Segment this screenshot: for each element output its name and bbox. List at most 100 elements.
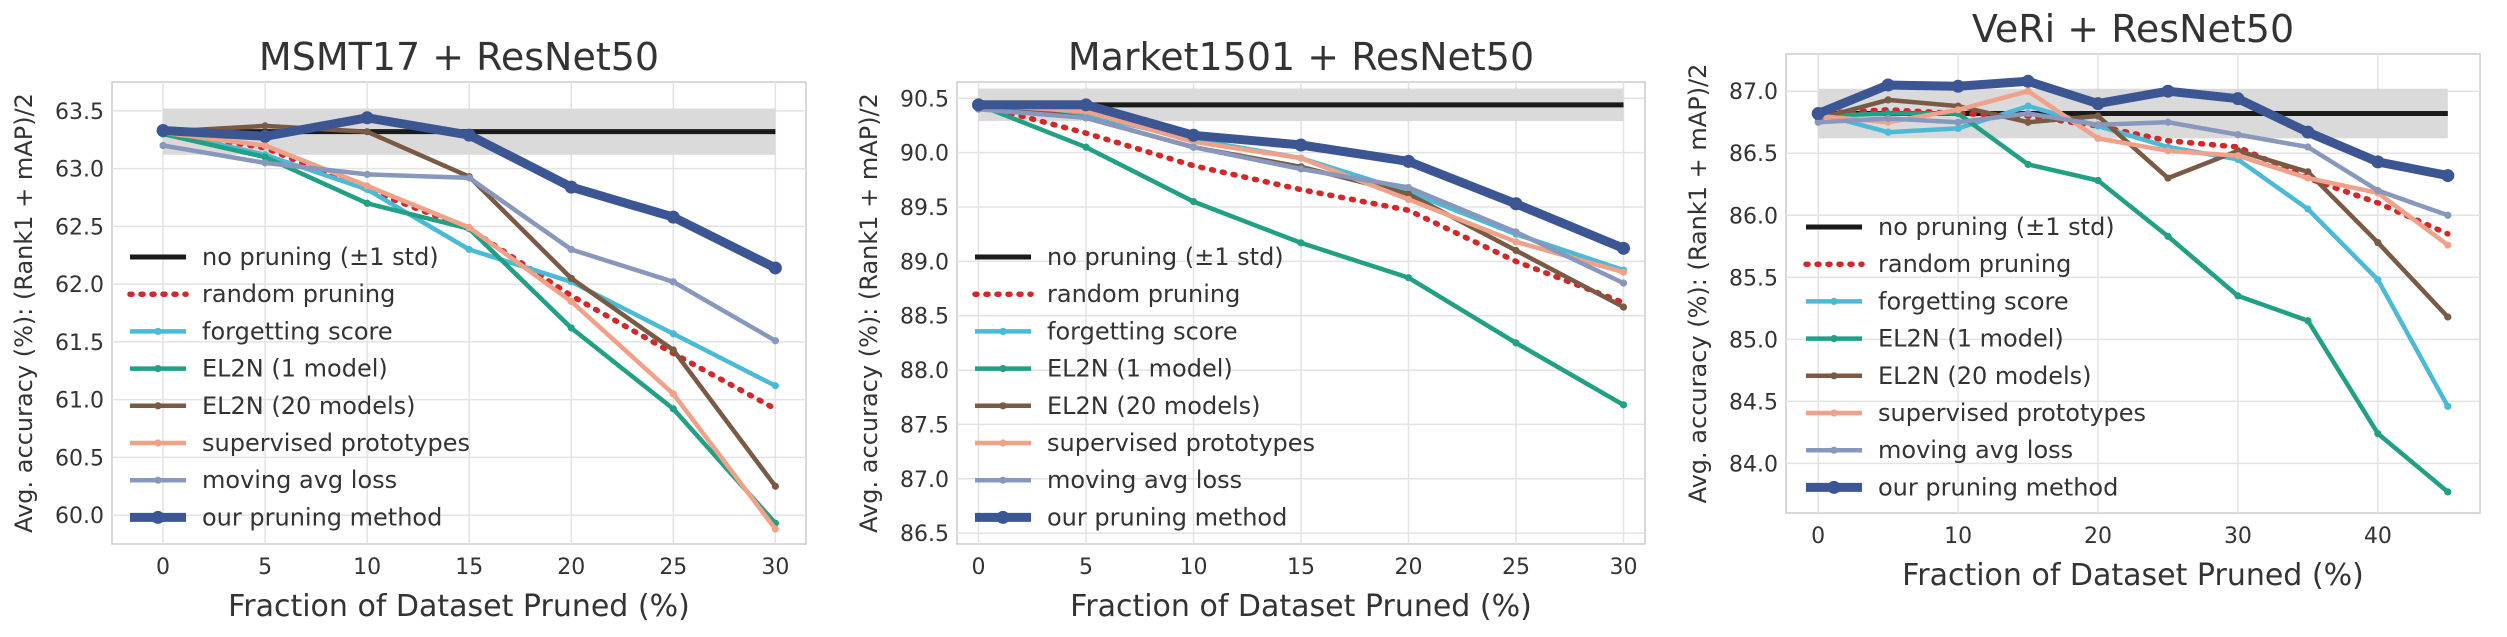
data-point-ours [972,98,985,112]
x-tick-label: 25 [1502,555,1530,580]
legend-item-no_pruning: no pruning (±1 std) [130,243,439,271]
x-tick-label: 20 [557,555,585,580]
data-point-prototypes [1297,154,1305,162]
y-tick-label: 61.5 [55,331,104,356]
x-tick-label: 15 [1287,555,1315,580]
legend-label: EL2N (20 models) [202,392,416,420]
legend-label: no pruning (±1 std) [1047,243,1284,271]
data-point-el2n20 [261,122,269,130]
data-point-ours [1402,154,1415,168]
data-point-prototypes [567,297,575,306]
data-point-prototypes [1954,106,1962,114]
data-point-ours [360,111,374,125]
data-point-el2n1 [2024,160,2032,169]
legend-label: no pruning (±1 std) [1878,213,2115,241]
data-point-avgloss [363,170,371,178]
y-tick-label: 89.0 [900,250,949,275]
y-axis-label: Avg. accuracy (%): (Rank1 + mAP)/2 [10,93,38,533]
data-point-el2n1 [2444,488,2452,496]
legend-item-el2n20: EL2N (20 models) [975,392,1261,420]
series-line-prototypes [1818,88,2450,247]
legend-marker [999,365,1007,373]
y-tick-label: 90.0 [900,142,949,167]
y-axis-label: Avg. accuracy (%): (Rank1 + mAP)/2 [1684,64,1712,504]
data-point-avgloss [2374,186,2382,195]
x-tick-label: 10 [1944,524,1972,549]
data-point-el2n1 [2304,317,2312,325]
legend-label: random pruning [202,280,395,308]
data-point-avgloss [1082,114,1090,122]
y-tick-label: 86.0 [1729,204,1778,229]
data-point-avgloss [1884,114,1892,123]
data-point-avgloss [1512,228,1520,236]
data-point-el2n1 [2164,232,2172,240]
y-tick-label: 86.5 [1729,142,1778,167]
legend-marker [154,476,162,484]
data-point-forgetting [669,330,677,338]
x-axis-label: Fraction of Dataset Pruned (%) [228,589,690,624]
x-tick-label: 10 [1180,555,1208,580]
data-point-prototypes [1404,195,1413,204]
data-point-prototypes [1512,238,1520,246]
legend-marker [1830,372,1838,380]
data-point-avgloss [669,278,677,286]
data-point-el2n20 [1404,190,1413,198]
y-tick-label: 85.0 [1729,328,1778,353]
y-axis-label: Avg. accuracy (%): (Rank1 + mAP)/2 [855,93,883,533]
legend-item-ours: our pruning method [975,503,1287,531]
legend-label: EL2N (1 model) [1878,325,2064,353]
legend: no pruning (±1 std) random pruning forgett… [972,243,1315,531]
y-tick-label: 63.5 [55,100,104,125]
data-point-avgloss [1297,165,1305,173]
x-tick-label: 25 [659,555,687,580]
legend-item-random: random pruning [127,280,395,308]
data-point-el2n1 [261,153,269,161]
y-tick-label: 61.0 [55,389,104,414]
y-tick-label: 62.0 [55,273,104,298]
data-point-forgetting [2024,102,2032,110]
legend-item-prototypes: supervised prototypes [975,429,1315,457]
y-tick-label: 86.5 [900,522,949,547]
data-point-avgloss [261,159,269,167]
data-point-el2n1 [363,199,371,207]
legend-item-avgloss: moving avg loss [1806,436,2073,464]
series-line-random [1815,107,2451,237]
legend: no pruning (±1 std) random pruning forgett… [1803,213,2146,501]
data-point-el2n1 [567,324,575,332]
y-tick-label: 87.5 [900,413,949,438]
x-axis-label: Fraction of Dataset Pruned (%) [1902,558,2364,593]
legend-label: supervised prototypes [1878,399,2146,427]
series-line-el2n20 [1817,97,2450,319]
chart-panel-1: 0 5 10 15 20 25 30 60.0 60.5 61.0 61.5 62.0 62.5 63.0… [10,35,807,624]
y-tick-label: 87.0 [900,468,949,493]
legend-label: our pruning method [1047,503,1287,531]
legend-marker [999,439,1007,447]
legend-marker [999,402,1007,410]
legend-label: forgetting score [1047,317,1238,345]
data-point-ours [1951,79,1965,93]
x-tick-label: 20 [2084,524,2112,549]
data-point-ours [564,180,578,194]
data-point-avgloss [1814,118,1822,126]
legend-label: random pruning [1878,250,2071,278]
data-point-avgloss [2094,121,2102,129]
data-point-el2n1 [1512,339,1520,347]
data-point-el2n20 [771,482,779,490]
legend: no pruning (±1 std) random pruning forgett… [127,243,470,531]
chart-panel-2: 0 5 10 15 20 25 30 86.5 87.0 87.5 88.0 88.5 89.0 89.5… [855,35,1646,624]
legend-marker [999,476,1007,484]
data-point-avgloss [1404,183,1413,192]
legend-label: moving avg loss [1878,436,2073,464]
data-point-prototypes [2164,147,2172,155]
data-point-ours [2371,155,2385,169]
data-point-ours [2301,125,2315,139]
data-point-prototypes [363,182,371,190]
legend-item-forgetting: forgetting score [975,317,1238,345]
legend-item-prototypes: supervised prototypes [1806,399,2146,427]
legend-label: random pruning [1047,280,1240,308]
series-line-avgloss [1818,111,2449,218]
data-point-avgloss [2164,118,2172,126]
legend-item-no_pruning: no pruning (±1 std) [975,243,1284,271]
data-point-ours [1811,107,1825,121]
data-point-avgloss [2304,143,2312,151]
